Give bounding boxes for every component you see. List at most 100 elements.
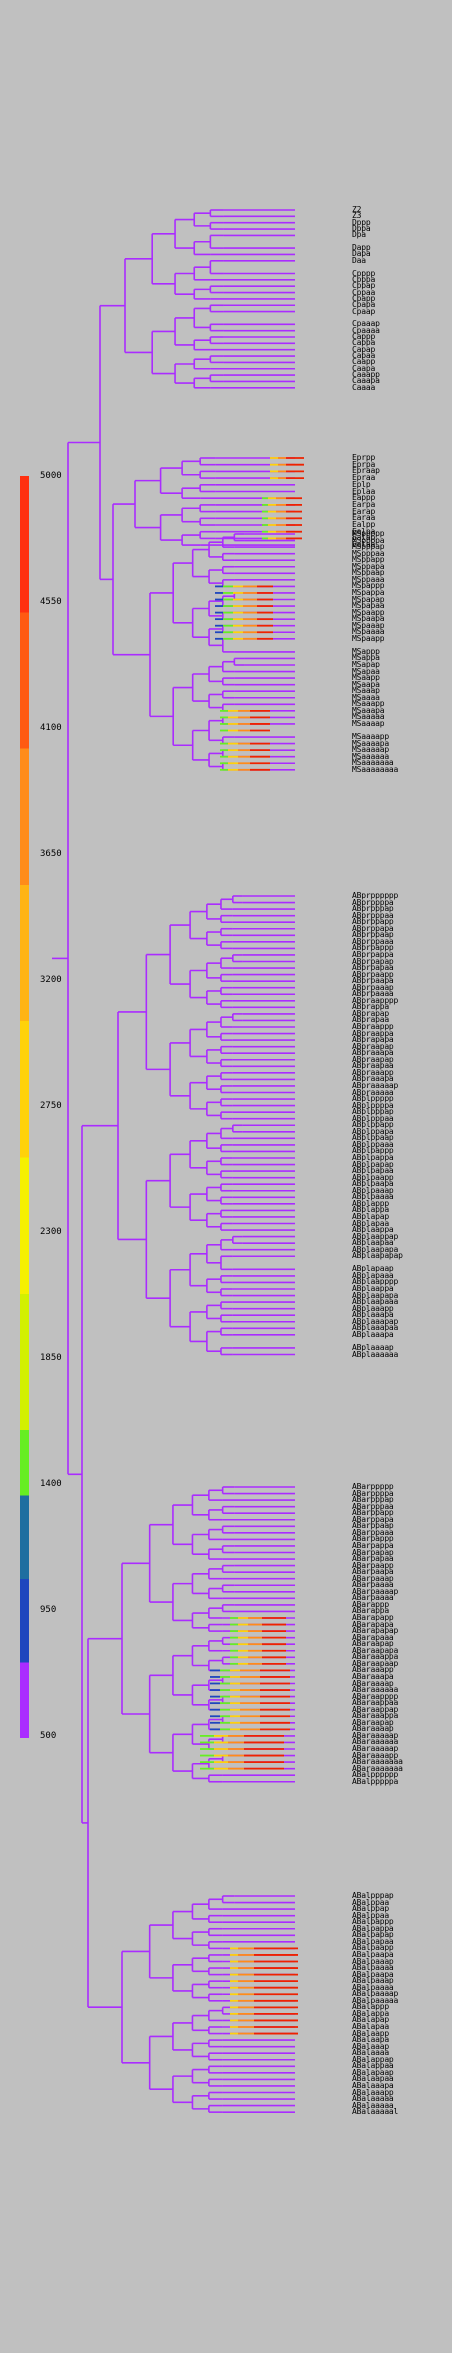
leaf-label: ABprapapa	[352, 1035, 394, 1045]
leaf-label: MSppapp	[352, 555, 385, 565]
leaf-label: MSpppaa	[352, 548, 385, 558]
leaf-label: Earap	[352, 506, 376, 516]
color-scale-bar	[20, 476, 29, 1738]
leaf-label: ABpraapaa	[352, 1061, 394, 1071]
leaf-label: ABprpappa	[352, 949, 394, 959]
leaf-label: MSpaapp	[352, 607, 385, 617]
leaf-label: ABalapaa	[352, 2022, 389, 2031]
color-scale-tick-1850: 1850	[40, 1353, 62, 1363]
leaf-label: ABpraaaaa	[352, 1087, 394, 1097]
leaf-label: ABarpaapp	[352, 1560, 394, 1570]
leaf-label: ABplppaaa	[352, 1139, 394, 1149]
leaf-label: ABpraapap	[352, 1041, 394, 1051]
leaf-label: ABplpappa	[352, 1153, 394, 1162]
leaf-label: MSaapp	[352, 673, 380, 683]
leaf-label: ABplpaaaa	[352, 1192, 394, 1202]
leaf-label: ABarpapap	[352, 1547, 394, 1557]
leaf-label: ABaraapaap	[352, 1658, 399, 1668]
color-scale-tick-3650: 3650	[40, 849, 62, 859]
leaf-label: ABprpppaa	[352, 910, 394, 920]
leaf-label: ABaraaapa	[352, 1671, 394, 1681]
leaf-label: Epraa	[352, 473, 376, 483]
leaf-label: ABarpappp	[352, 1534, 394, 1544]
leaf-label: MSpapaa	[352, 601, 385, 611]
leaf-label: ABarpappa	[352, 1540, 394, 1550]
leaf-label: ABplapaaa	[352, 1270, 394, 1280]
leaf-label: ABplaaapa	[352, 1310, 394, 1320]
leaf-label: ABpraapppp	[352, 995, 399, 1005]
leaf-label: ABprppppa	[352, 897, 394, 907]
leaf-label: ABaraaaaap	[352, 1744, 399, 1753]
leaf-label: MSaaapp	[352, 699, 385, 709]
leaf-label: ABaraaaap	[352, 1724, 394, 1734]
leaf-label: MSaapa	[352, 679, 380, 689]
leaf-label: MSaaaaaaa	[352, 758, 394, 768]
leaf-label: MSaaaap	[352, 718, 385, 728]
leaf-label: ABpraapap	[352, 1054, 394, 1064]
color-scale-tick-4550: 4550	[40, 597, 62, 607]
leaf-label: MSaaaaa	[352, 712, 385, 722]
leaf-label: Earaa	[352, 513, 376, 523]
leaf-label: ABplppapp	[352, 1120, 394, 1130]
leaf-label: MSpappa	[352, 587, 385, 597]
leaf-label: ABarppapp	[352, 1508, 394, 1518]
leaf-label: ABplapaa	[352, 1218, 389, 1228]
leaf-label: ABplpaaap	[352, 1185, 394, 1195]
leaf-label: Ealap	[352, 533, 376, 543]
leaf-label: ABplappp	[352, 1198, 389, 1208]
leaf-label: ABplpppaa	[352, 1113, 394, 1123]
leaf-label: MSaaaaaa	[352, 751, 389, 761]
leaf-label: ABalappap	[352, 2054, 394, 2064]
leaf-label: MSpappp	[352, 581, 385, 591]
leaf-label: ABaraaaaaa	[352, 1737, 399, 1747]
color-scale-tick-3200: 3200	[40, 975, 62, 985]
leaf-label: MSappa	[352, 653, 380, 663]
leaf-label: ABplpapap	[352, 1159, 394, 1169]
leaf-label: ABpraaapa	[352, 1048, 394, 1058]
leaf-label: ABarapaaa	[352, 1632, 394, 1642]
leaf-label: MSpaaap	[352, 620, 385, 630]
leaf-label: ABaraapppp	[352, 1691, 399, 1701]
leaf-label: Eprpa	[352, 459, 376, 469]
leaf-label: ABplpaapp	[352, 1172, 394, 1182]
leaf-label: ABprappa	[352, 1002, 389, 1012]
leaf-label: ABplapaap	[352, 1264, 394, 1274]
leaf-label: ABplappa	[352, 1205, 389, 1215]
leaf-label: Cpaaap	[352, 319, 380, 329]
leaf-label: ABarpaapa	[352, 1567, 394, 1577]
leaf-label: Cappp	[352, 332, 376, 341]
leaf-label: ABplaappap	[352, 1231, 399, 1241]
leaf-label: ABarppaaa	[352, 1527, 394, 1537]
leaf-label: ABplaapapa	[352, 1244, 399, 1254]
leaf-label: ABaraapap	[352, 1639, 394, 1649]
leaf-label: ABaraappap	[352, 1704, 399, 1714]
leaf-label: ABarpapaa	[352, 1554, 394, 1564]
leaf-label: ABalappaa	[352, 2061, 394, 2071]
leaf-label: ABalpappp	[352, 1917, 394, 1927]
leaf-label: ABalpaapa	[352, 1969, 394, 1979]
leaf-label: ABalpapap	[352, 1930, 394, 1940]
color-scale-tick-950: 950	[40, 1605, 57, 1615]
leaf-label: ABprppapa	[352, 923, 394, 933]
leaf-label: MSppapa	[352, 561, 385, 571]
leaf-label: Cpapp	[352, 293, 376, 303]
leaf-label: ABplpapaa	[352, 1166, 394, 1176]
leaf-label: MSaaaaaaaa	[352, 764, 399, 774]
leaf-label: Cpaap	[352, 306, 376, 316]
leaf-label: MSappp	[352, 646, 380, 656]
leaf-label: ABaraappaa	[352, 1698, 399, 1708]
leaf-label: ABarpppap	[352, 1495, 394, 1505]
leaf-label: ABprpppap	[352, 904, 394, 914]
leaf-label: ABalpaaap	[352, 1976, 394, 1986]
color-scale-tick-4100: 4100	[40, 723, 62, 733]
leaf-label: ABprppaap	[352, 930, 394, 940]
leaf-label: ABplppapa	[352, 1126, 394, 1136]
leaf-label: Caaaa	[352, 382, 376, 392]
leaf-label: Cppaa	[352, 287, 376, 297]
leaf-label: MSppaap	[352, 568, 385, 578]
leaf-label: Caapa	[352, 363, 376, 373]
leaf-label: ABplaapapa	[352, 1290, 399, 1300]
leaf-label: Dapp	[352, 243, 371, 253]
leaf-label: ABprapap	[352, 1008, 389, 1018]
leaf-label: ABarppapa	[352, 1514, 394, 1524]
